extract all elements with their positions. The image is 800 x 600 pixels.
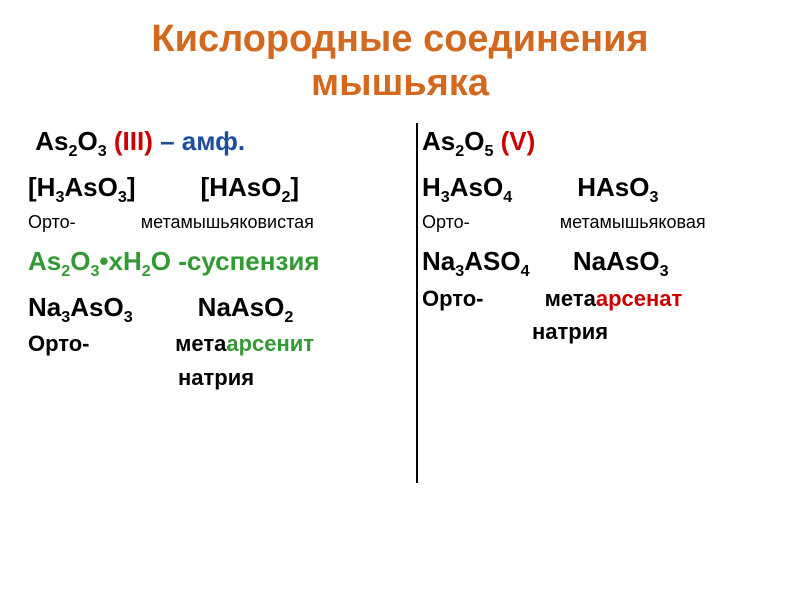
label-ortho: Орто-: [28, 212, 76, 232]
formula-suspension: As2O3•xH2O -суспензия: [28, 246, 320, 276]
text-amf: – амф.: [153, 126, 245, 156]
formula-haso2: [HAsO2]: [201, 172, 300, 202]
left-column: As2O3 (III) – амф. [H3AsO3] [HAsO2] Орто…: [28, 123, 396, 396]
slide-title: Кислородные соединения мышьяка: [28, 18, 772, 105]
left-row-6: Орто- метаарсенит: [28, 328, 378, 360]
oxidation-state: (V): [493, 126, 535, 156]
label-ortho: Орто-: [422, 286, 484, 311]
left-row-3: Орто- метамышьяковистая: [28, 209, 378, 235]
left-row-5: Na3AsO3 NaAsO2: [28, 289, 378, 327]
label-arsenit: арсенит: [226, 331, 314, 356]
formula-na3aso4: Na3ASO4: [422, 246, 530, 276]
left-row-4: As2O3•xH2O -суспензия: [28, 243, 378, 281]
left-row-7: натрия: [28, 362, 378, 394]
content-columns: As2O3 (III) – амф. [H3AsO3] [HAsO2] Орто…: [28, 123, 772, 396]
label-ortho: Орто-: [28, 331, 90, 356]
label-meta: метамышьяковистая: [141, 212, 314, 232]
right-row-2: H3AsO4 HAsO3: [422, 169, 772, 207]
left-row-1: As2O3 (III) – амф.: [28, 123, 378, 161]
formula-na3aso3: Na3AsO3: [28, 292, 133, 322]
label-natriya: натрия: [178, 365, 254, 390]
formula-h3aso4: H3AsO4: [422, 172, 512, 202]
right-column: As2O5 (V) H3AsO4 HAsO3 Орто- метамышьяко…: [396, 123, 772, 396]
slide: Кислородные соединения мышьяка As2O3 (II…: [0, 0, 800, 600]
oxidation-state: (III): [107, 126, 153, 156]
label-ortho: Орто-: [422, 212, 470, 232]
formula-naaso3: NaAsO3: [573, 246, 669, 276]
right-row-3: Орто- метамышьяковая: [422, 209, 772, 235]
formula-naaso2: NaAsO2: [198, 292, 294, 322]
formula-as2o3: As2O3: [35, 126, 106, 156]
left-row-2: [H3AsO3] [HAsO2]: [28, 169, 378, 207]
right-row-5: Орто- метаарсенат: [422, 283, 772, 315]
title-line-2: мышьяка: [311, 62, 489, 104]
formula-h3aso3: [H3AsO3]: [28, 172, 136, 202]
right-row-6: натрия: [422, 316, 772, 348]
label-arsenat: арсенат: [596, 286, 682, 311]
column-divider: [416, 123, 418, 483]
label-natriya: натрия: [532, 319, 608, 344]
right-row-4: Na3ASO4 NaAsO3: [422, 243, 772, 281]
label-meta: мета: [175, 331, 226, 356]
right-row-1: As2O5 (V): [422, 123, 772, 161]
label-meta: метамышьяковая: [560, 212, 706, 232]
formula-as2o5: As2O5: [422, 126, 493, 156]
title-line-1: Кислородные соединения: [151, 18, 648, 60]
formula-haso3: HAsO3: [577, 172, 658, 202]
label-meta: мета: [545, 286, 596, 311]
